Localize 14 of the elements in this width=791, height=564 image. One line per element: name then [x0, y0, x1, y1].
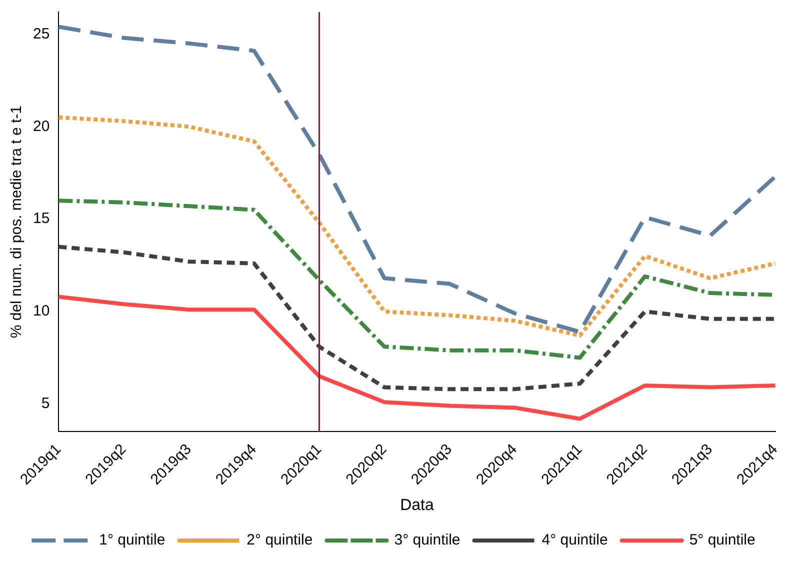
legend-label: 2° quintile [246, 532, 313, 549]
legend-label: 4° quintile [542, 532, 608, 549]
legend-label: 3° quintile [394, 532, 460, 549]
y-axis-title: % del num. di pos. medie tra t e t-1 [8, 106, 26, 338]
y-tick-label: 10 [32, 302, 50, 320]
line-series [56, 115, 778, 338]
y-tick-label: 20 [32, 118, 50, 135]
x-axis-title: Data [400, 496, 434, 514]
legend-label: 1° quintile [99, 532, 166, 549]
line-series [56, 24, 778, 334]
y-tick-label: 5 [41, 395, 50, 412]
y-tick-label: 15 [32, 210, 50, 228]
y-tick-label: 25 [32, 25, 50, 42]
legend-label: 5° quintile [689, 532, 756, 549]
